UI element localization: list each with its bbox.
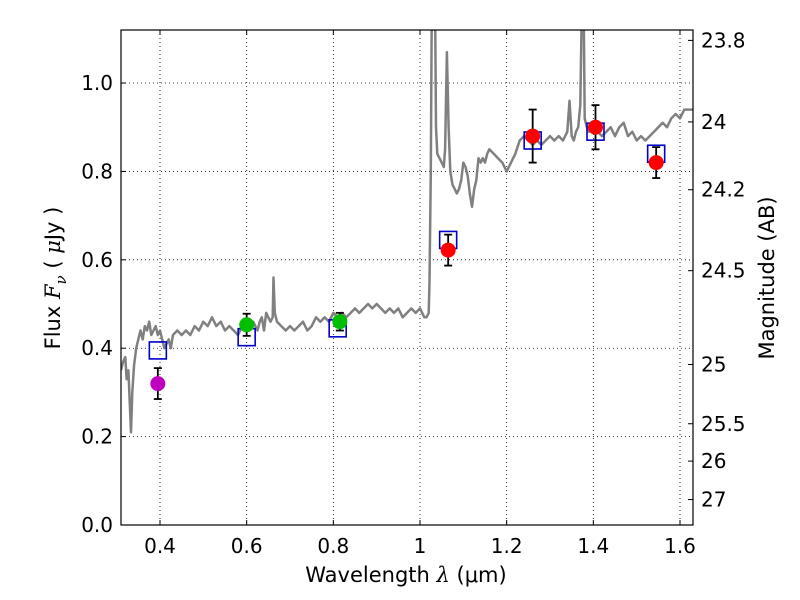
- right-tick-label: 24: [701, 110, 726, 134]
- y-tick-label: 0.4: [81, 336, 113, 360]
- observed-point: [239, 317, 255, 333]
- x-tick-label: 0.6: [231, 534, 263, 558]
- y-tick-label: 0.6: [81, 248, 113, 272]
- axis-ticks: 0.4 0.6 0.8 1 1.2 1.4 1.6 0.0 0.2 0.4 0.6 0.8 1.0 23.…: [81, 28, 745, 558]
- right-tick-label: 25.5: [701, 412, 746, 436]
- x-tick-label: 0.8: [317, 534, 349, 558]
- right-tick-label: 26: [701, 449, 726, 473]
- x-axis-label: Wavelength λ (μm): [305, 563, 506, 587]
- plot-border: [120, 29, 694, 526]
- model-spectrum-series: [121, 30, 693, 434]
- right-tick-label: 24.2: [701, 178, 746, 202]
- observed-point: [440, 242, 456, 258]
- x-tick-label: 0.4: [144, 534, 176, 558]
- observed-point: [525, 128, 541, 144]
- observed-photometry-series: [150, 119, 664, 392]
- model-photometry-series: [148, 122, 666, 360]
- observed-point: [332, 314, 348, 330]
- x-tick-label: 1: [414, 534, 427, 558]
- observed-point: [150, 376, 166, 392]
- right-tick-label: 25: [701, 353, 726, 377]
- right-tick-label: 24.5: [701, 259, 746, 283]
- x-tick-label: 1.4: [577, 534, 609, 558]
- spectrum-line: [121, 30, 693, 434]
- model-photometry-square: [148, 341, 168, 360]
- x-tick-label: 1.6: [664, 534, 696, 558]
- y-axis-label: Flux Fν ( μJy ): [41, 207, 70, 350]
- right-y-axis-label: Magnitude (AB): [755, 196, 779, 359]
- y-tick-label: 1.0: [81, 71, 113, 95]
- observed-point: [588, 119, 603, 135]
- right-tick-label: 27: [701, 488, 726, 512]
- right-tick-label: 23.8: [701, 28, 746, 52]
- observed-point: [648, 155, 664, 171]
- error-bar-series: [153, 104, 661, 400]
- y-tick-label: 0.0: [81, 513, 113, 537]
- y-tick-label: 0.8: [81, 159, 113, 183]
- grid-lines: [121, 30, 693, 526]
- x-tick-label: 1.2: [491, 534, 523, 558]
- y-tick-label: 0.2: [81, 425, 113, 449]
- axes-frame: [120, 29, 694, 526]
